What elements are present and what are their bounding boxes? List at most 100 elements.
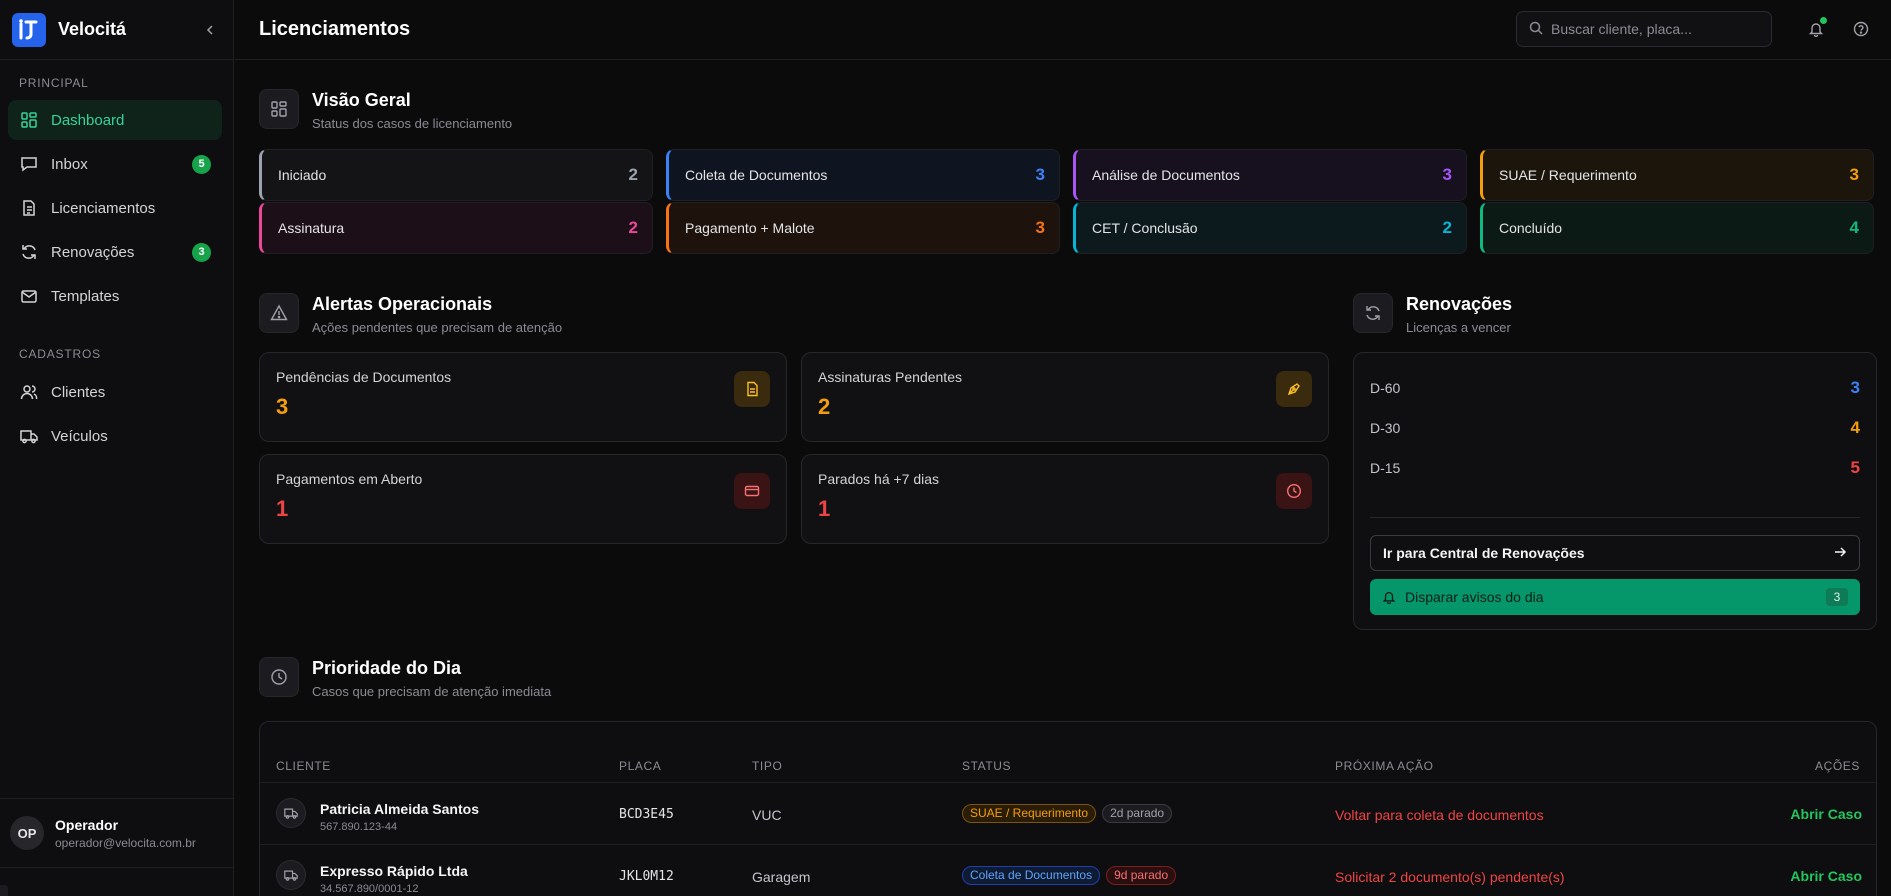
section-principal: PRINCIPAL: [19, 76, 89, 90]
user-email: operador@velocita.com.br: [55, 835, 196, 850]
next-action: Voltar para coleta de documentos: [1335, 807, 1544, 823]
help-circle-icon[interactable]: [1849, 17, 1873, 41]
alert-card[interactable]: Parados há +7 dias 1: [801, 454, 1329, 544]
alert-value: 1: [276, 496, 289, 521]
alert-value: 2: [818, 394, 831, 419]
table-row[interactable]: Expresso Rápido Ltda 34.567.890/0001-12 …: [260, 844, 1876, 896]
alert-card[interactable]: Pendências de Documentos 3: [259, 352, 787, 442]
priority-subtitle: Casos que precisam de atenção imediata: [312, 684, 552, 699]
truck-icon: [19, 426, 39, 446]
stage-card[interactable]: CET / Conclusão 2: [1073, 202, 1467, 254]
refresh-icon: [19, 242, 39, 262]
sidebar-item-dashboard[interactable]: Dashboard: [8, 100, 222, 140]
stage-label: SUAE / Requerimento: [1499, 167, 1637, 183]
client-document: 567.890.123-44: [320, 821, 398, 833]
stage-count: 3: [1442, 165, 1452, 184]
sidebar-item-label: Inbox: [51, 155, 88, 173]
column-header-cliente: CLIENTE: [276, 759, 331, 773]
dashboard-icon: [19, 110, 39, 130]
sidebar: Velocitá PRINCIPAL Dashboard Inbox 5 Lic…: [0, 0, 234, 896]
renewal-value: 5: [1850, 458, 1860, 477]
client-name[interactable]: Patricia Almeida Santos: [320, 801, 479, 817]
search-input[interactable]: [1551, 21, 1751, 37]
renewal-value: 4: [1850, 418, 1860, 437]
sidebar-item-renovacoes[interactable]: Renovações 3: [8, 232, 222, 272]
send-notices-label: Disparar avisos do dia: [1405, 589, 1544, 605]
mail-icon: [19, 286, 39, 306]
chevron-left-icon[interactable]: [199, 19, 221, 41]
bell-icon: [1382, 590, 1396, 604]
stage-label: Pagamento + Malote: [685, 220, 815, 236]
stage-count: 2: [628, 218, 638, 237]
stage-label: Assinatura: [278, 220, 345, 236]
credit-card-icon: [734, 473, 770, 509]
sidebar-item-clientes[interactable]: Clientes: [8, 372, 222, 412]
refresh-icon: [1353, 293, 1393, 333]
stage-card[interactable]: Concluído 4: [1480, 202, 1874, 254]
stalled-badge: 9d parado: [1106, 866, 1177, 885]
stalled-badge: 2d parado: [1102, 804, 1173, 823]
document-icon: [19, 198, 39, 218]
overview-title: Visão Geral: [312, 90, 411, 110]
top-header: Licenciamentos: [235, 0, 1891, 60]
divider: [1370, 517, 1860, 518]
status-badge: SUAE / Requerimento: [962, 804, 1097, 823]
clock-icon: [1276, 473, 1312, 509]
plate: JKL0M12: [619, 869, 674, 884]
column-header-proxima-acao: PRÓXIMA AÇÃO: [1335, 759, 1434, 773]
sidebar-item-licenciamentos[interactable]: Licenciamentos: [8, 188, 222, 228]
alerts-header: Alertas Operacionais Ações pendentes que…: [259, 293, 562, 335]
stage-card[interactable]: Análise de Documentos 3: [1073, 149, 1467, 201]
bell-icon[interactable]: [1804, 17, 1828, 41]
sidebar-item-label: Licenciamentos: [51, 199, 156, 217]
alert-label: Pendências de Documentos: [276, 369, 452, 385]
stage-count: 4: [1849, 218, 1859, 237]
stage-card[interactable]: Iniciado 2: [259, 149, 653, 201]
search-icon: [1529, 21, 1543, 38]
renewals-card: D-60 3 D-30 4 D-15 5 Ir para Central de …: [1353, 352, 1877, 630]
arrow-right-icon: [1833, 545, 1847, 562]
goto-renewals-button[interactable]: Ir para Central de Renovações: [1370, 535, 1860, 571]
search-box[interactable]: [1516, 11, 1772, 47]
sidebar-item-templates[interactable]: Templates: [8, 276, 222, 316]
sidebar-item-label: Veículos: [51, 427, 108, 445]
table-row[interactable]: Patricia Almeida Santos 567.890.123-44 B…: [260, 782, 1876, 842]
plate: BCD3E45: [619, 807, 674, 822]
sidebar-item-inbox[interactable]: Inbox 5: [8, 144, 222, 184]
priority-title: Prioridade do Dia: [312, 658, 462, 678]
alert-label: Parados há +7 dias: [818, 471, 940, 487]
stage-card[interactable]: Assinatura 2: [259, 202, 653, 254]
vehicle-type: Garagem: [752, 869, 811, 885]
renewal-row-d15[interactable]: D-15 5: [1370, 458, 1860, 478]
stage-card[interactable]: Pagamento + Malote 3: [666, 202, 1060, 254]
alert-card[interactable]: Pagamentos em Aberto 1: [259, 454, 787, 544]
send-notices-button[interactable]: Disparar avisos do dia 3: [1370, 579, 1860, 615]
renewal-row-d60[interactable]: D-60 3: [1370, 378, 1860, 398]
open-case-button[interactable]: Abrir Caso: [1790, 868, 1862, 884]
column-header-status: STATUS: [962, 759, 1012, 773]
client-name[interactable]: Expresso Rápido Ltda: [320, 863, 468, 879]
renewal-label: D-30: [1370, 420, 1401, 436]
next-action: Solicitar 2 documento(s) pendente(s): [1335, 869, 1565, 885]
renewal-row-d30[interactable]: D-30 4: [1370, 418, 1860, 438]
stage-card[interactable]: Coleta de Documentos 3: [666, 149, 1060, 201]
sidebar-item-label: Renovações: [51, 243, 135, 261]
alert-card[interactable]: Assinaturas Pendentes 2: [801, 352, 1329, 442]
notices-count-badge: 3: [1826, 588, 1848, 606]
file-text-icon: [734, 371, 770, 407]
status-badge: Coleta de Documentos: [962, 866, 1101, 885]
renovacoes-count-badge: 3: [192, 242, 211, 262]
alert-value: 3: [276, 394, 289, 419]
sidebar-item-label: Dashboard: [51, 111, 125, 129]
user-profile[interactable]: OP Operador operador@velocita.com.br: [0, 798, 234, 868]
column-header-acoes: AÇÕES: [1814, 759, 1860, 773]
brand-name: Velocitá: [58, 19, 127, 39]
vehicle-type: VUC: [752, 807, 782, 823]
velocita-logo-icon[interactable]: [12, 12, 46, 47]
sidebar-item-veiculos[interactable]: Veículos: [8, 416, 222, 456]
open-case-button[interactable]: Abrir Caso: [1790, 806, 1862, 822]
truck-icon: [276, 860, 306, 890]
main-content: Visão Geral Status dos casos de licencia…: [235, 61, 1891, 896]
brand: Velocitá: [0, 0, 233, 60]
stage-card[interactable]: SUAE / Requerimento 3: [1480, 149, 1874, 201]
